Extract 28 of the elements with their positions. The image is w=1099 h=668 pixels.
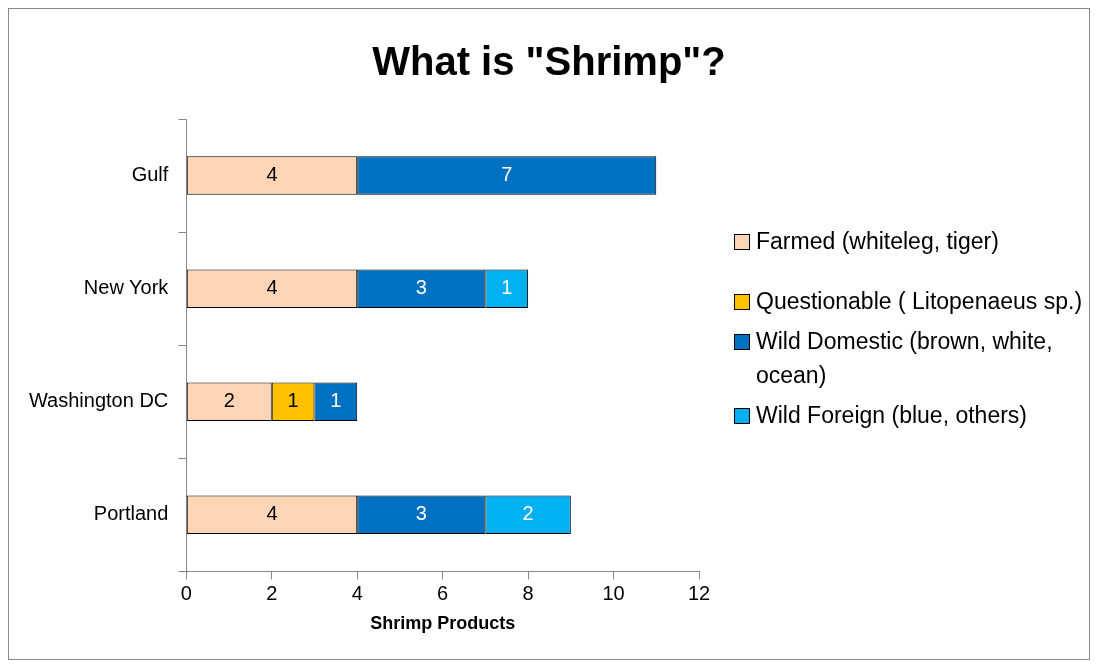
- legend-label: Wild Domestic (brown, white, ocean): [756, 327, 1054, 390]
- data-label: 7: [501, 163, 513, 186]
- data-label: 4: [266, 502, 278, 525]
- x-tick-label: 2: [266, 581, 278, 604]
- data-label: 1: [330, 389, 342, 412]
- data-label: 2: [223, 389, 235, 412]
- chart-title: What is "Shrimp"?: [371, 39, 727, 84]
- x-tick-label: 6: [437, 581, 449, 604]
- data-label: 3: [415, 502, 427, 525]
- data-label: 3: [415, 276, 427, 299]
- data-label: 2: [522, 502, 534, 525]
- y-tick-label: Portland: [93, 502, 169, 525]
- x-axis-title: Shrimp Products: [370, 613, 516, 634]
- x-tick-label: 0: [180, 581, 192, 604]
- x-tick-label: 12: [687, 581, 711, 604]
- x-tick-label: 4: [351, 581, 363, 604]
- legend-label: Wild Foreign (blue, others): [756, 401, 1027, 430]
- y-tick-label: Gulf: [131, 163, 169, 186]
- data-label: 4: [266, 276, 278, 299]
- data-label: 1: [287, 389, 299, 412]
- data-label: 4: [266, 163, 278, 186]
- y-tick-label: New York: [83, 276, 170, 299]
- x-tick-label: 10: [602, 581, 625, 604]
- legend-label: Questionable ( Litopenaeus sp.): [756, 287, 1083, 316]
- legend-label: Farmed (whiteleg, tiger): [756, 227, 999, 256]
- y-tick-label: Washington DC: [28, 389, 169, 412]
- x-tick-label: 8: [522, 581, 534, 604]
- data-label: 1: [501, 276, 513, 299]
